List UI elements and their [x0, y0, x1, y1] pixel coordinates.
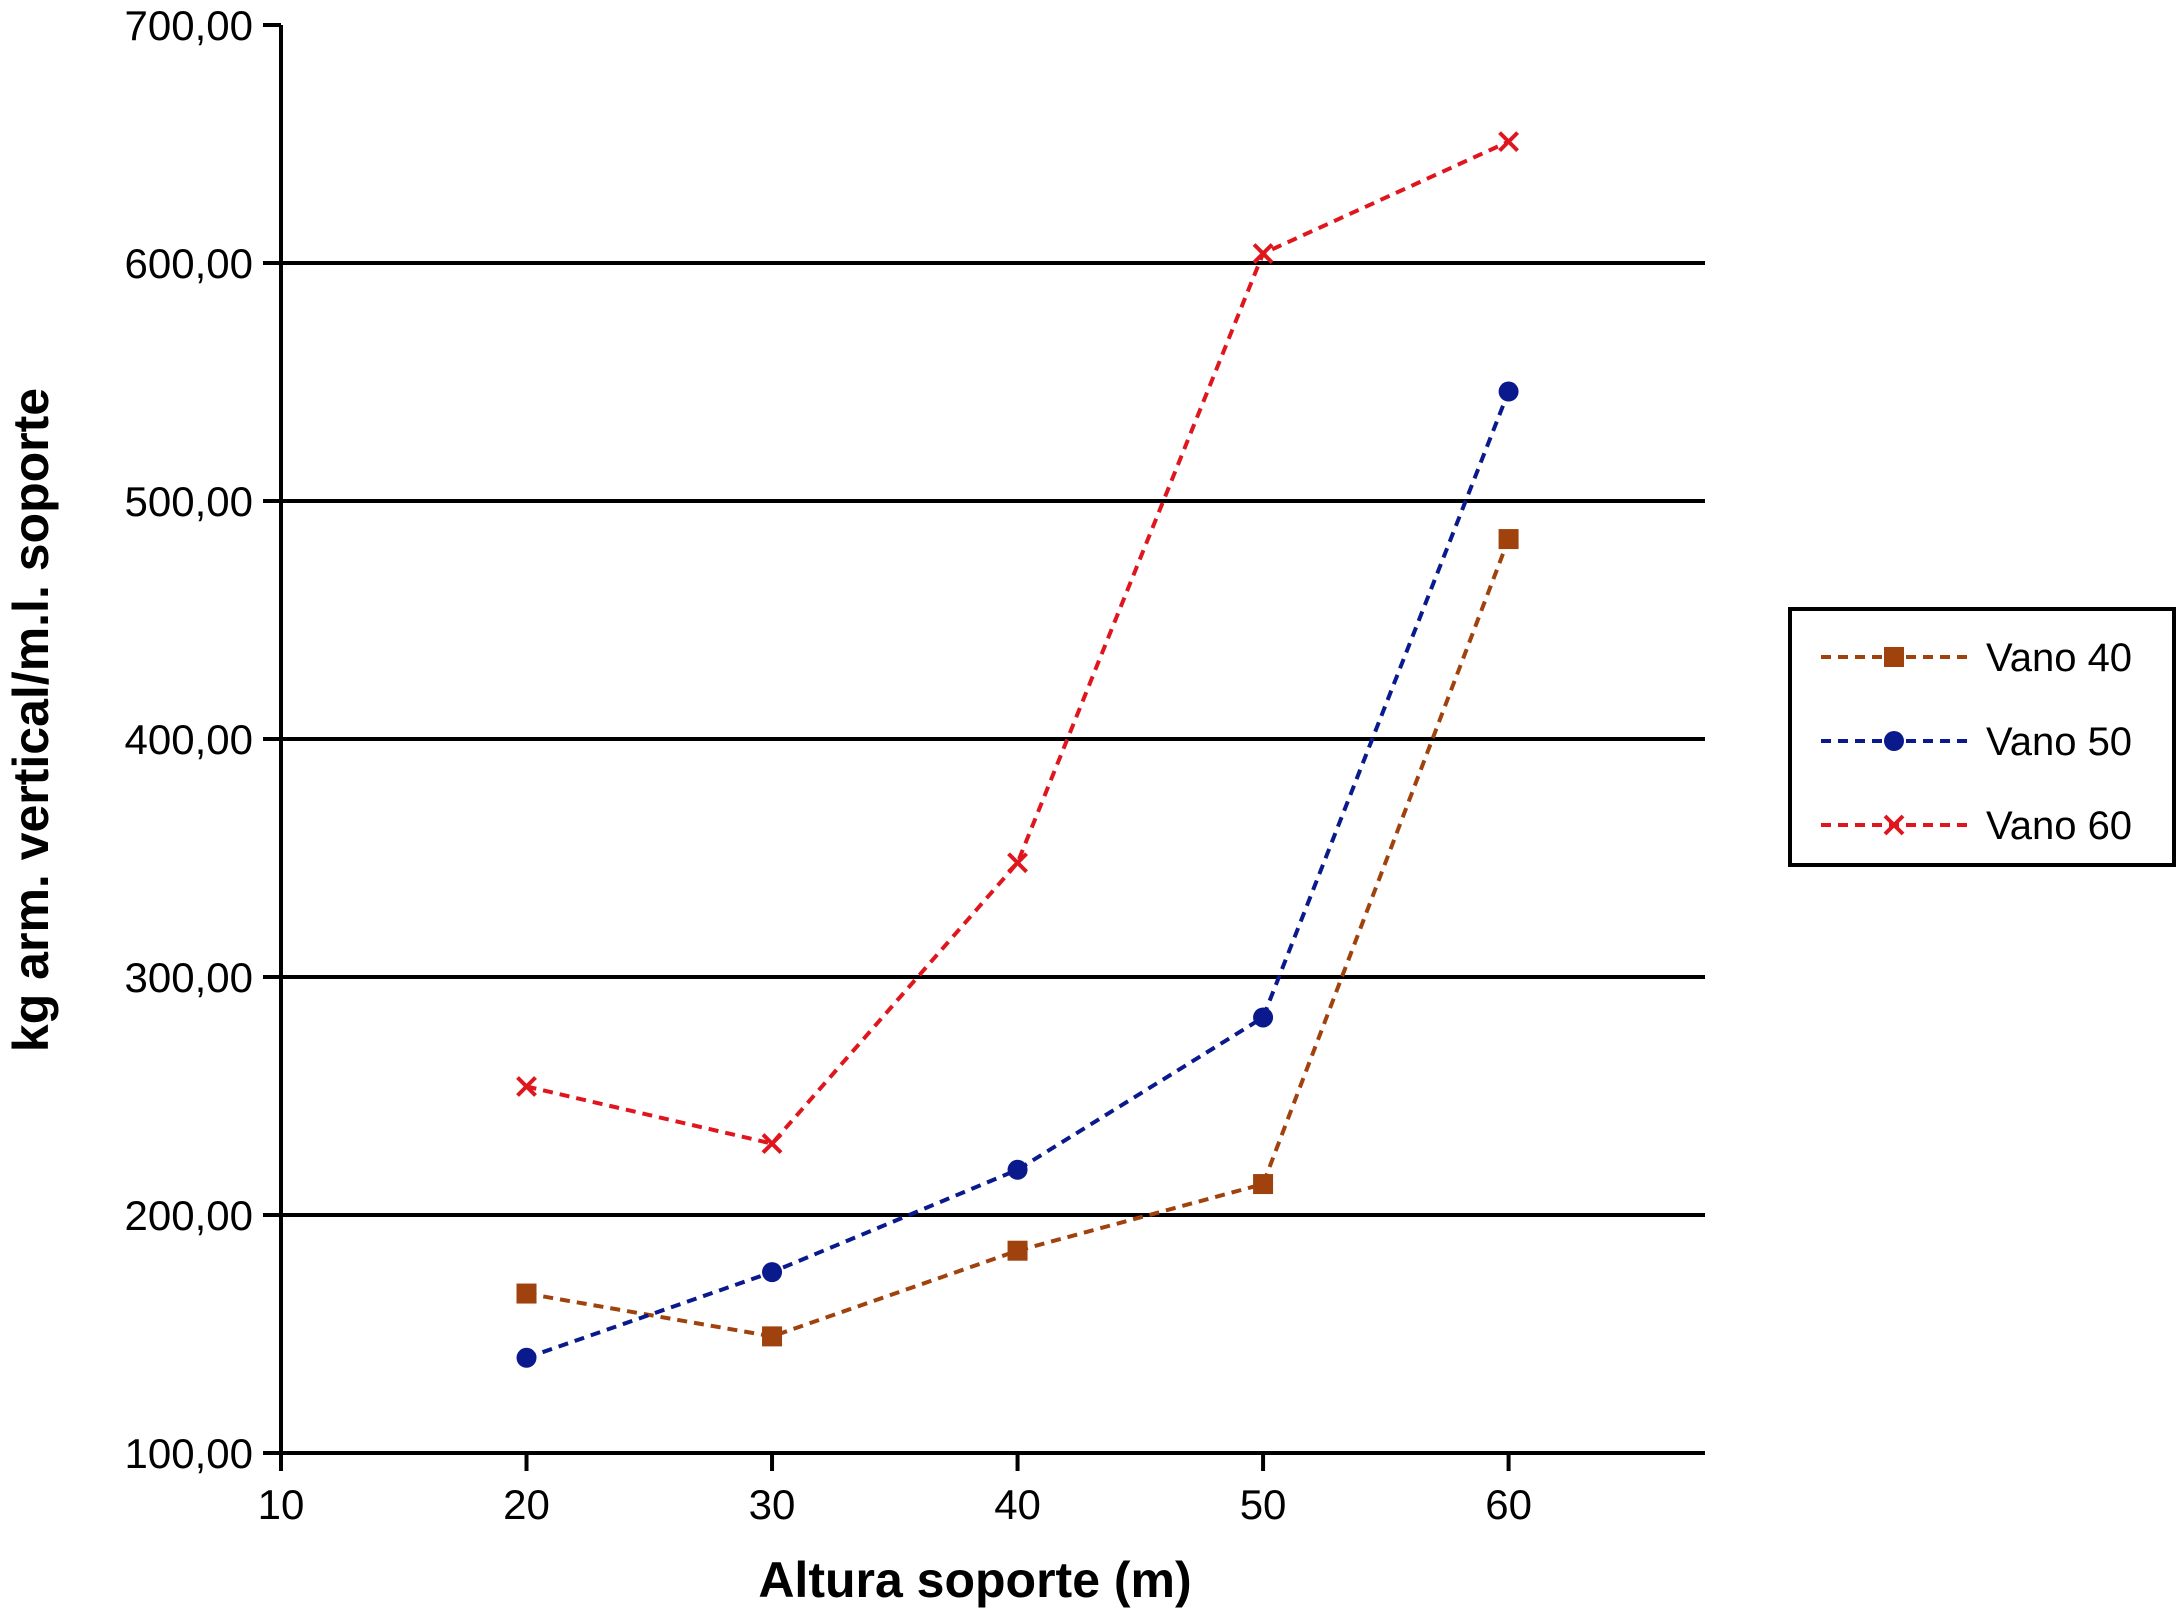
legend-marker-0 [1884, 647, 1904, 667]
series-2 [516, 131, 1520, 1155]
series-2-point-2-stroke-b [1007, 852, 1028, 874]
legend-marker-2-stroke-b [1883, 814, 1905, 836]
series-2-point-4-stroke-b [1498, 131, 1520, 153]
series-1-point-3 [1253, 1007, 1274, 1028]
x-tick-label-1: 20 [503, 1481, 550, 1528]
series-1-point-0 [516, 1347, 537, 1368]
series-2-point-4 [1498, 131, 1520, 153]
series-0 [516, 529, 1519, 1347]
series-line-0 [526, 538, 1511, 1339]
legend-marker-1 [1884, 731, 1904, 751]
legend-marker-2 [1883, 814, 1905, 836]
y-tick-label-5: 600,00 [125, 240, 253, 287]
y-tick-label-0: 100,00 [125, 1430, 253, 1477]
series-0-point-4 [1498, 529, 1519, 550]
x-tick-label-5: 60 [1485, 1481, 1532, 1528]
y-axis-title: kg arm. vertical/m.l. soporte [3, 388, 59, 1052]
series [516, 131, 1520, 1368]
gridlines [281, 261, 1705, 1217]
x-tick-labels: 10 20 30 40 50 60 [258, 1481, 1532, 1528]
series-0-point-1 [762, 1326, 783, 1347]
y-tick-labels: 100,00 200,00 300,00 400,00 500,00 600,00 700,… [125, 2, 253, 1477]
series-1-point-2 [1007, 1159, 1028, 1180]
axes [263, 23, 1705, 1471]
y-tick-label-4: 500,00 [125, 478, 253, 525]
series-2-point-3-stroke-b [1252, 243, 1274, 264]
legend-label-0: Vano 40 [1986, 636, 2132, 680]
series-1-point-1 [762, 1262, 783, 1283]
y-tick-label-3: 400,00 [125, 716, 253, 763]
series-1-point-4 [1498, 381, 1519, 402]
series-2-point-2 [1007, 852, 1028, 874]
series-0-point-2 [1007, 1240, 1028, 1261]
y-tick-label-1: 200,00 [125, 1192, 253, 1239]
x-tick-label-0: 10 [258, 1481, 305, 1528]
series-0-point-3 [1253, 1174, 1274, 1195]
legend-label-2: Vano 60 [1986, 804, 2132, 848]
series-2-point-0 [516, 1076, 537, 1097]
series-0-point-0 [516, 1283, 537, 1304]
legend-box [1788, 607, 2176, 867]
x-tick-label-2: 30 [749, 1481, 796, 1528]
series-1 [516, 381, 1519, 1368]
legend: Vano 40 Vano 50 Vano 60 [1788, 607, 2176, 867]
series-2-point-1-stroke-b [761, 1133, 783, 1155]
y-tick-label-2: 300,00 [125, 954, 253, 1001]
y-tick-label-6: 700,00 [125, 2, 253, 49]
series-2-point-1 [761, 1133, 783, 1155]
series-2-point-3 [1252, 243, 1274, 264]
x-axis-title: Altura soporte (m) [758, 1552, 1191, 1608]
series-line-2 [526, 139, 1510, 1146]
series-2-point-0-stroke-b [516, 1076, 537, 1097]
x-tick-label-4: 50 [1240, 1481, 1287, 1528]
legend-label-1: Vano 50 [1986, 720, 2132, 764]
x-tick-label-3: 40 [994, 1481, 1041, 1528]
series-line-1 [525, 390, 1511, 1360]
